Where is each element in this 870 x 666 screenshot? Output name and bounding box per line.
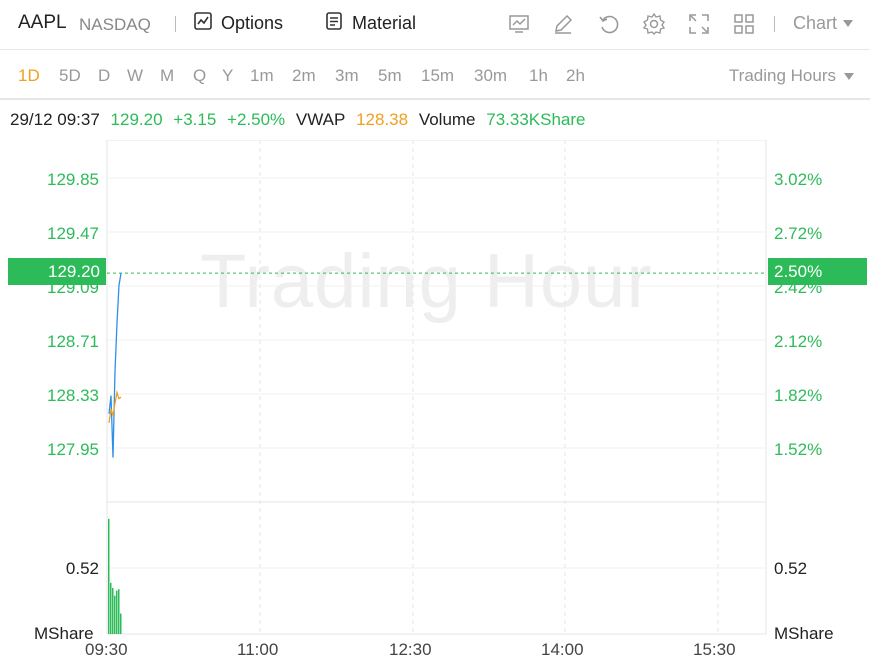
options-icon [193, 11, 213, 36]
period-5d[interactable]: 5D [59, 66, 81, 85]
chart-indicator-icon [509, 15, 529, 33]
quote-summary: 29/12 09:37 129.20 +3.15 +2.50% VWAP 128… [10, 110, 592, 130]
vwap-label: VWAP [295, 110, 346, 129]
period-15m[interactable]: 15m [421, 66, 455, 85]
price-tick: 127.95 [47, 440, 99, 459]
vwap-value: 128.38 [356, 110, 409, 129]
caret-down-icon [844, 72, 854, 80]
volume-bar [114, 595, 116, 634]
volume-bar [110, 582, 112, 634]
volume-bar [108, 518, 110, 634]
volume-bar [112, 587, 114, 634]
trading-hours-select[interactable]: Trading Hours [729, 66, 854, 86]
gear-icon [642, 12, 666, 35]
indicator-tool[interactable] [507, 12, 531, 36]
volume-tick: 0.52 [65, 559, 99, 578]
volume-bar [118, 589, 120, 634]
period-bar: 1D 5D D W M Q Y 1m 2m 3m 5m 15m 30m 1h 2… [0, 52, 870, 100]
volume-tick: 0.52 [774, 559, 808, 578]
volume-unit: MShare [774, 624, 834, 643]
divider [175, 16, 176, 32]
pct-tick: 1.52% [774, 440, 823, 459]
chart-canvas[interactable] [0, 140, 870, 666]
price-chart[interactable]: Trading Hour 129.85 129.47 129.09 128.71… [0, 140, 870, 666]
material-icon [324, 11, 344, 36]
expand-icon [689, 14, 709, 34]
time-tick: 15:30 [693, 640, 736, 659]
period-3m[interactable]: 3m [335, 66, 359, 85]
time-tick: 12:30 [389, 640, 432, 659]
refresh-icon [599, 15, 619, 34]
period-5m[interactable]: 5m [378, 66, 402, 85]
price-tick: 129.47 [47, 224, 99, 243]
period-1h[interactable]: 1h [529, 66, 548, 85]
chart-type-select[interactable]: Chart [793, 13, 854, 34]
pct-tick: 2.12% [774, 332, 823, 351]
toolbar: AAPL NASDAQ Options Material Chart [0, 0, 870, 50]
period-quarter[interactable]: Q [193, 66, 207, 85]
volume-bar [116, 590, 118, 634]
period-day[interactable]: D [98, 66, 111, 85]
period-2h[interactable]: 2h [566, 66, 585, 85]
period-year[interactable]: Y [222, 66, 234, 85]
vwap-line [108, 390, 122, 423]
time-tick: 14:00 [541, 640, 584, 659]
current-pct-tag: 2.50% [768, 258, 867, 285]
period-30m[interactable]: 30m [474, 66, 508, 85]
pct-tick: 1.82% [774, 386, 823, 405]
settings-tool[interactable] [642, 12, 666, 36]
quote-price: 129.20 [110, 110, 163, 129]
quote-change-pct: +2.50% [227, 110, 286, 129]
reset-tool[interactable] [597, 12, 621, 36]
stock-symbol: AAPL [18, 12, 67, 33]
current-price-tag: 129.20 [8, 258, 106, 285]
price-tick: 128.71 [47, 332, 99, 351]
volume-label: Volume [418, 110, 476, 129]
price-tick: 129.85 [47, 170, 99, 189]
volume-value: 73.33KShare [486, 110, 586, 129]
trading-hours-label: Trading Hours [728, 66, 836, 85]
material-button[interactable]: Material [324, 11, 416, 36]
caret-down-icon [843, 20, 854, 27]
period-month[interactable]: M [160, 66, 175, 85]
price-line [108, 273, 122, 458]
pct-tick: 2.72% [774, 224, 823, 243]
material-label: Material [352, 13, 417, 33]
quote-change: +3.15 [173, 110, 217, 129]
chart-type-label: Chart [793, 13, 838, 33]
period-2m[interactable]: 2m [292, 66, 316, 85]
volume-bar [120, 613, 122, 634]
fullscreen-tool[interactable] [687, 12, 711, 36]
watermark: Trading Hour [200, 239, 653, 324]
pencil-icon [555, 14, 573, 34]
period-1d[interactable]: 1D [18, 66, 40, 85]
price-tick: 128.33 [47, 386, 99, 405]
period-1m[interactable]: 1m [250, 66, 274, 85]
time-tick: 11:00 [237, 640, 279, 659]
options-label: Options [221, 13, 284, 33]
grid-icon [734, 14, 754, 34]
quote-datetime: 29/12 09:37 [10, 110, 100, 129]
divider [774, 16, 775, 32]
layout-tool[interactable] [732, 12, 756, 36]
time-tick: 09:30 [85, 640, 128, 659]
pct-tick: 3.02% [774, 170, 823, 189]
options-button[interactable]: Options [193, 11, 283, 36]
plot-frame [106, 140, 767, 635]
period-week[interactable]: W [127, 66, 144, 85]
volume-unit: MShare [34, 624, 94, 643]
draw-tool[interactable] [551, 12, 575, 36]
exchange-label: NASDAQ [79, 15, 151, 34]
